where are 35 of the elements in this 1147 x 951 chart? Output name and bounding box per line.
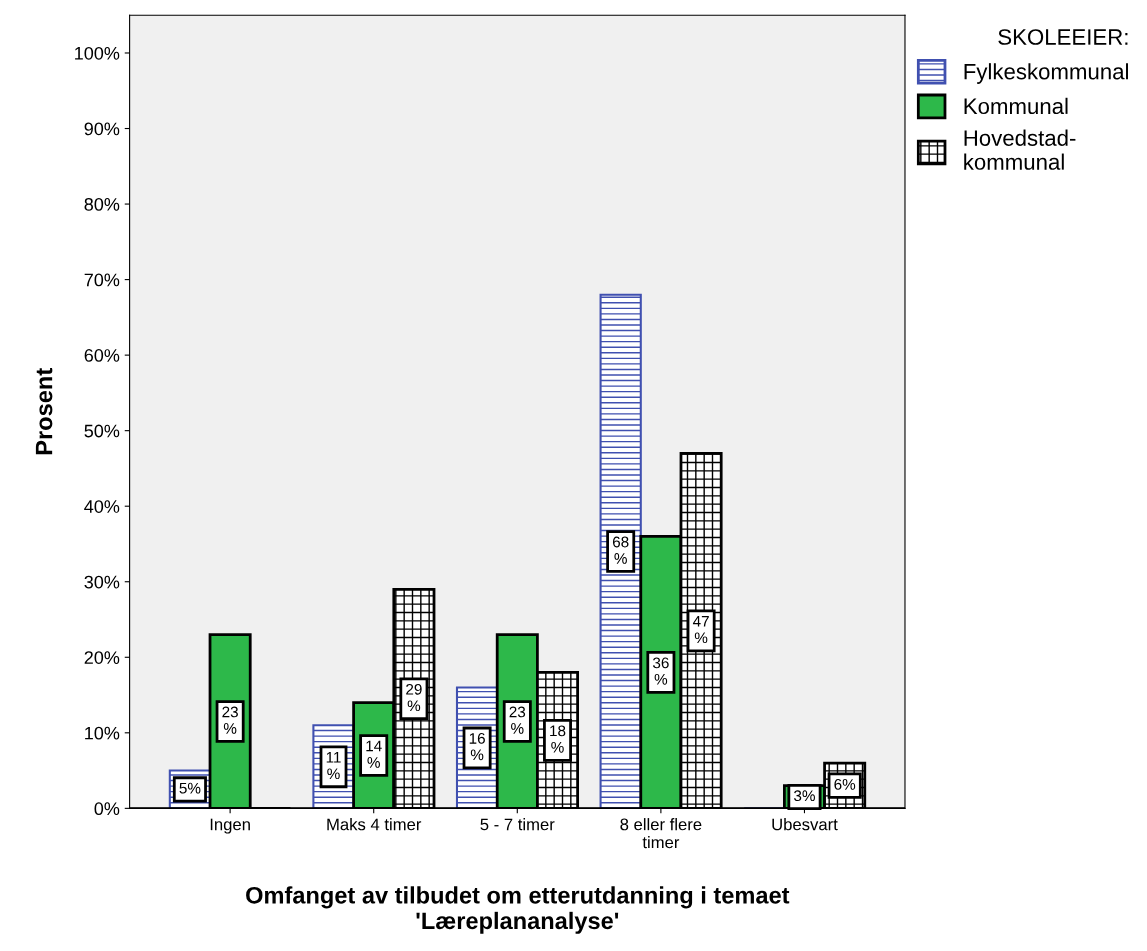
y-tick-label: 30%	[84, 575, 120, 589]
y-tick-label: 80%	[84, 197, 120, 211]
x-axis-title: Omfanget av tilbudet om etterutdanning i temaet 'Læreplananalyse'	[246, 886, 790, 934]
data-label: 6%	[834, 778, 856, 790]
x-tick-label: 5 - 7 timer	[480, 818, 555, 831]
data-label: 23 %	[509, 706, 526, 734]
data-label: 18 %	[550, 725, 566, 753]
x-tick-label: Ingen	[210, 818, 250, 834]
legend-label: Hovedstad- kommunal	[964, 129, 1076, 170]
data-label: 11 %	[326, 752, 341, 780]
y-tick-label: 100%	[75, 46, 120, 60]
data-label: 3%	[794, 790, 815, 802]
y-tick-label: 20%	[84, 651, 120, 664]
x-tick-label: 8 eller flere timer	[620, 818, 702, 849]
legend-label: Fylkeskommunal	[964, 63, 1128, 84]
y-tick-label: 40%	[84, 500, 120, 513]
data-label: 36 %	[652, 657, 669, 685]
y-tick-label: 60%	[84, 349, 120, 362]
data-label: 14 %	[366, 740, 382, 768]
y-tick-label: 70%	[84, 273, 120, 287]
y-tick-label: 10%	[85, 726, 120, 740]
y-tick-label: 90%	[84, 122, 120, 136]
x-tick-label: Ubesvart	[772, 818, 838, 831]
legend-title: SKOLEEIER:	[998, 29, 1128, 45]
data-label: 5%	[179, 782, 201, 794]
data-label: 29 %	[406, 683, 422, 712]
y-axis-title: Prosent	[35, 368, 53, 455]
y-tick-label: 0%	[94, 802, 120, 816]
legend-label: Kommunal	[964, 97, 1068, 115]
x-tick-label: Maks 4 timer	[327, 818, 422, 831]
data-label: 68 %	[612, 536, 629, 564]
y-tick-label: 50%	[84, 424, 120, 438]
data-label: 23 %	[222, 706, 238, 734]
data-label: 47 %	[692, 616, 709, 644]
data-label: 16 %	[469, 732, 485, 761]
